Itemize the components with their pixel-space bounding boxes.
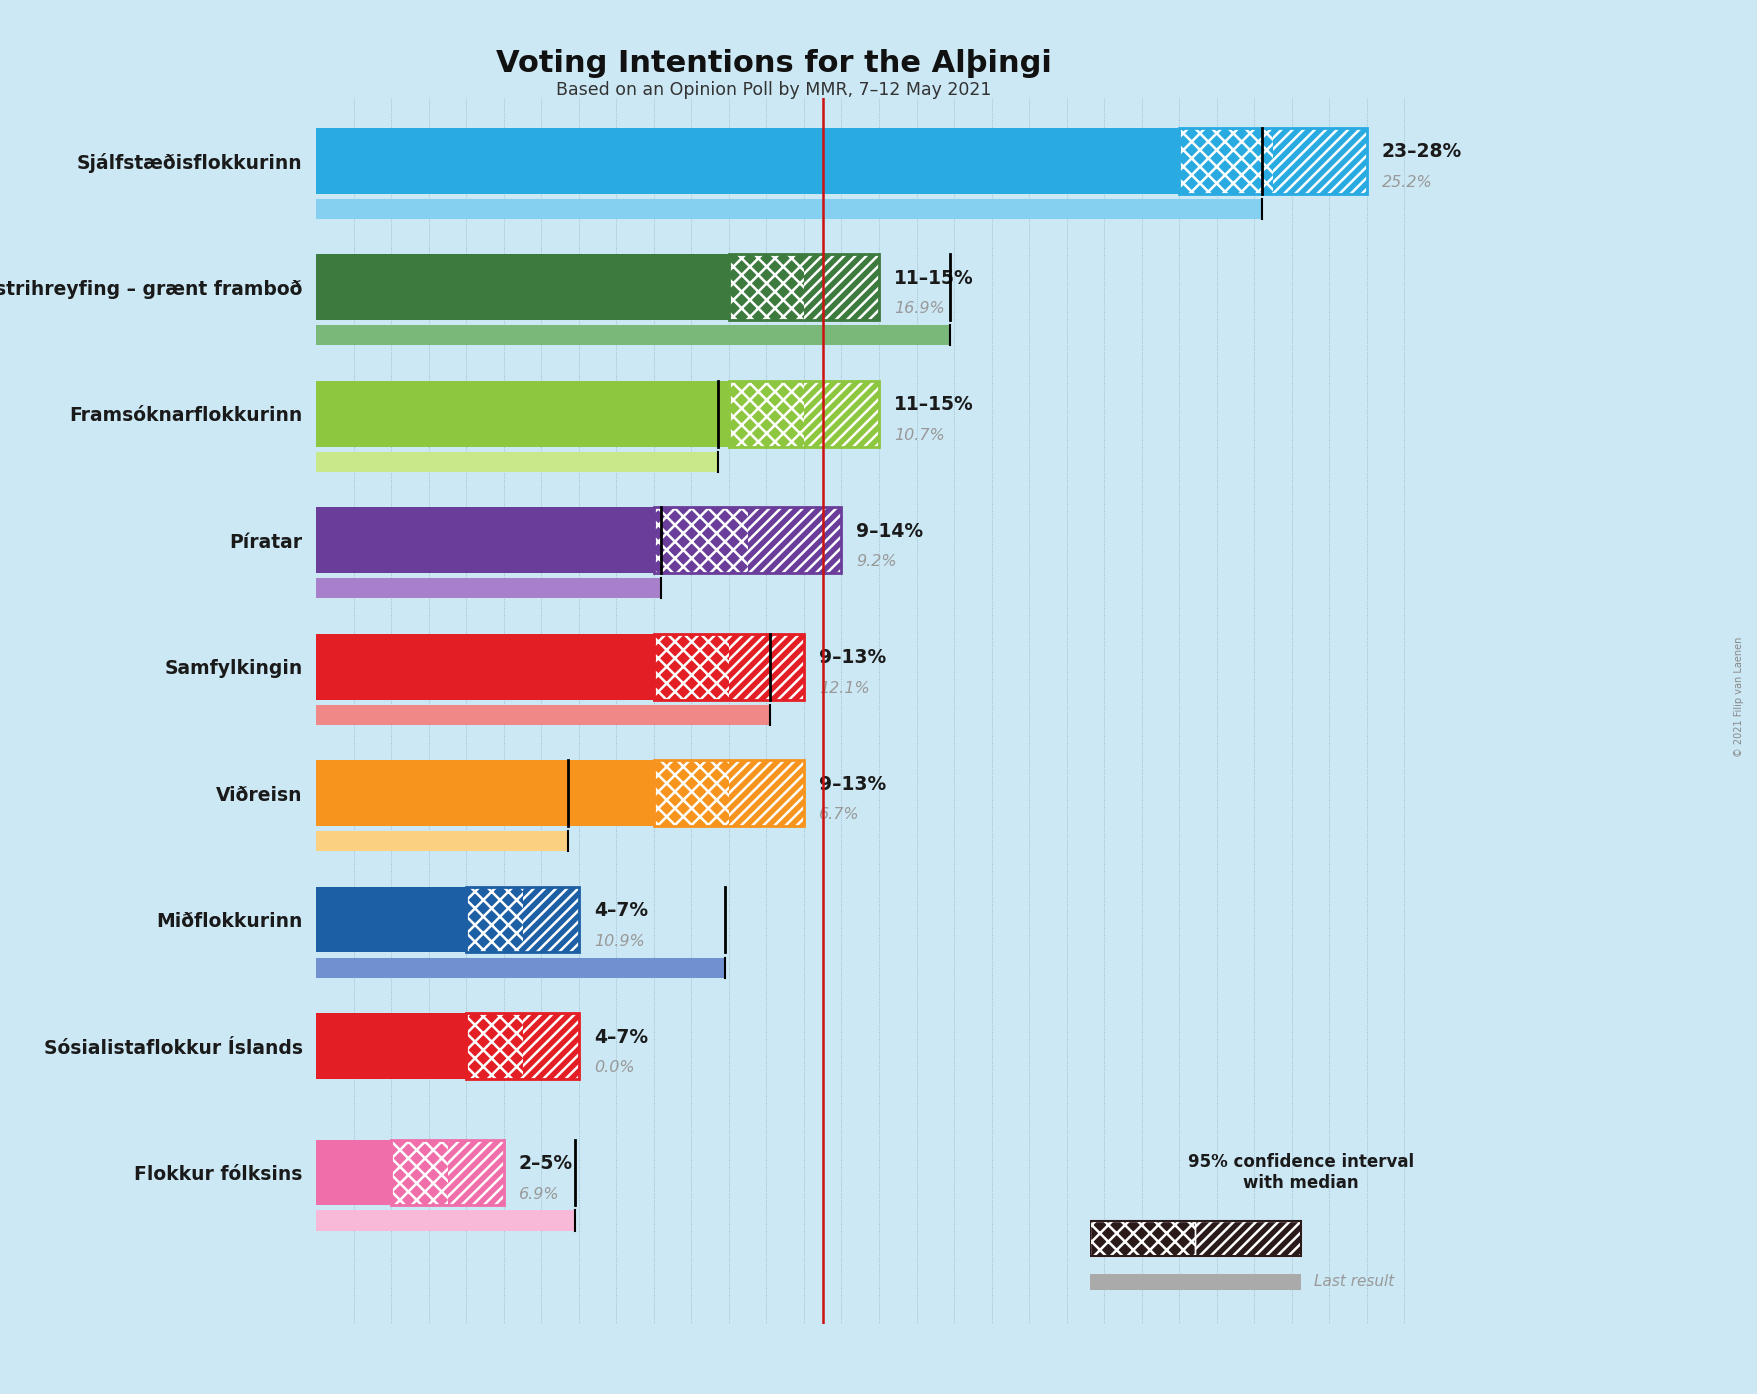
Text: 9–13%: 9–13%: [819, 775, 886, 793]
Text: Based on an Opinion Poll by MMR, 7–12 May 2021: Based on an Opinion Poll by MMR, 7–12 Ma…: [555, 81, 991, 99]
Bar: [1195, 1221, 1300, 1256]
Text: 0.0%: 0.0%: [594, 1059, 634, 1075]
Bar: [466, 887, 578, 952]
Bar: [654, 760, 803, 827]
Bar: [729, 254, 878, 321]
Bar: [316, 381, 729, 446]
Bar: [729, 254, 878, 321]
Bar: [729, 381, 878, 446]
Bar: [654, 634, 729, 700]
Bar: [316, 831, 568, 852]
Bar: [466, 887, 522, 952]
Text: © 2021 Filip van Laenen: © 2021 Filip van Laenen: [1732, 637, 1743, 757]
Bar: [466, 1013, 578, 1079]
Bar: [654, 760, 729, 827]
Bar: [1179, 128, 1365, 194]
Bar: [654, 760, 803, 827]
Bar: [316, 452, 717, 473]
Bar: [316, 254, 729, 321]
Bar: [729, 634, 803, 700]
Bar: [392, 1140, 448, 1206]
Bar: [803, 381, 878, 446]
Bar: [1179, 128, 1272, 194]
Bar: [729, 760, 803, 827]
Bar: [522, 1013, 578, 1079]
Text: 12.1%: 12.1%: [819, 680, 870, 696]
Text: 9–14%: 9–14%: [856, 521, 922, 541]
Bar: [654, 507, 842, 573]
Bar: [316, 507, 654, 573]
Text: 10.9%: 10.9%: [594, 934, 645, 948]
Bar: [466, 887, 578, 952]
Bar: [466, 1013, 522, 1079]
Text: 11–15%: 11–15%: [894, 269, 973, 289]
Text: 10.7%: 10.7%: [894, 428, 944, 443]
Bar: [316, 128, 1179, 194]
Bar: [316, 1140, 392, 1206]
Bar: [316, 958, 726, 977]
Bar: [1179, 128, 1365, 194]
Text: Voting Intentions for the Alþingi: Voting Intentions for the Alþingi: [495, 49, 1051, 78]
Bar: [747, 507, 842, 573]
Bar: [654, 634, 803, 700]
Text: 95% confidence interval
with median: 95% confidence interval with median: [1188, 1153, 1413, 1192]
Bar: [729, 381, 878, 446]
Bar: [316, 634, 654, 700]
Text: 9–13%: 9–13%: [819, 648, 886, 668]
Bar: [1272, 128, 1365, 194]
Bar: [316, 760, 654, 827]
Bar: [803, 254, 878, 321]
Bar: [392, 1140, 504, 1206]
Bar: [316, 887, 466, 952]
Text: Last result: Last result: [1312, 1274, 1393, 1289]
Text: 16.9%: 16.9%: [894, 301, 944, 316]
Text: 4–7%: 4–7%: [594, 1027, 648, 1047]
Text: 9.2%: 9.2%: [856, 555, 896, 569]
Bar: [316, 1210, 575, 1231]
Bar: [316, 325, 951, 346]
Bar: [316, 579, 661, 598]
Bar: [729, 381, 803, 446]
Bar: [1089, 1221, 1195, 1256]
Bar: [448, 1140, 504, 1206]
Bar: [466, 1013, 578, 1079]
Text: 6.7%: 6.7%: [819, 807, 859, 822]
Bar: [316, 1013, 466, 1079]
Bar: [316, 704, 770, 725]
Bar: [522, 887, 578, 952]
Bar: [654, 507, 842, 573]
Bar: [316, 199, 1262, 219]
Bar: [1089, 1221, 1300, 1256]
Text: 2–5%: 2–5%: [518, 1154, 573, 1174]
Bar: [654, 634, 803, 700]
Text: 6.9%: 6.9%: [518, 1186, 559, 1202]
Text: 4–7%: 4–7%: [594, 902, 648, 920]
Bar: [392, 1140, 504, 1206]
Bar: [729, 254, 803, 321]
Text: 23–28%: 23–28%: [1381, 142, 1462, 162]
Bar: [1089, 1221, 1300, 1256]
Bar: [654, 507, 747, 573]
Text: 25.2%: 25.2%: [1381, 174, 1432, 190]
Bar: [1089, 1274, 1300, 1289]
Text: 11–15%: 11–15%: [894, 396, 973, 414]
